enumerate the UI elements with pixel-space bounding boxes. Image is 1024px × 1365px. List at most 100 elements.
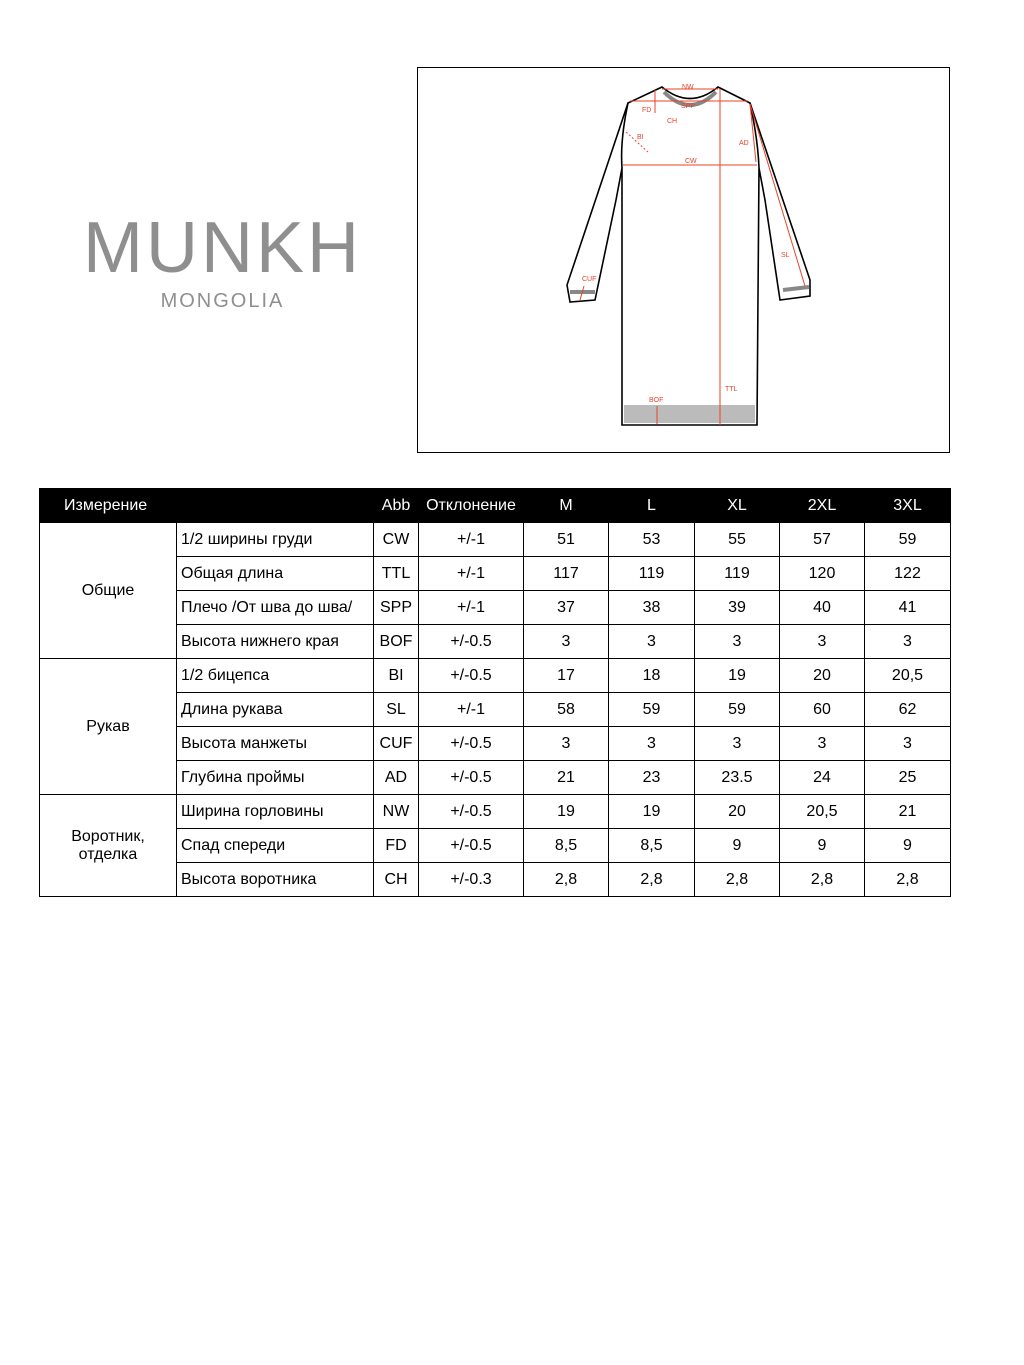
size-value: 3 — [608, 726, 695, 761]
abbreviation: BI — [373, 658, 419, 693]
size-value: 62 — [864, 692, 951, 727]
table-row: Глубина проймы AD +/-0.5 21 23 23.5 24 25 — [40, 760, 951, 795]
garment-diagram: NW SPP FD CH BI CW AD SL CUF BOF TTL — [417, 67, 950, 453]
size-value: 38 — [608, 590, 695, 625]
size-value: 3 — [864, 726, 951, 761]
size-value: 3 — [779, 624, 865, 659]
table-row: Длина рукава SL +/-1 58 59 59 60 62 — [40, 692, 951, 727]
group-name: Общие — [39, 522, 177, 659]
table-row: Воротник, отделка Ширина горловины NW +/-0.… — [39, 794, 951, 897]
label-ad: AD — [739, 140, 749, 147]
size-value: 20 — [779, 658, 865, 693]
size-value: 8,5 — [523, 828, 609, 863]
measure-name: Общая длина — [176, 556, 374, 591]
size-value: 24 — [779, 760, 865, 795]
size-value: 119 — [694, 556, 780, 591]
header-measure: Измерение — [39, 488, 374, 523]
size-value: 9 — [864, 828, 951, 863]
table-row: Общая длина TTL +/-1 117 119 119 120 122 — [40, 556, 951, 591]
size-value: 2,8 — [694, 862, 780, 897]
brand-logo: MUNKH MONGOLIA — [80, 208, 365, 313]
label-cuf: CUF — [582, 276, 596, 283]
size-value: 59 — [694, 692, 780, 727]
label-sl: SL — [781, 252, 790, 259]
size-value: 19 — [694, 658, 780, 693]
abbreviation: SPP — [373, 590, 419, 625]
label-spp: SPP — [681, 103, 695, 110]
size-value: 57 — [779, 522, 865, 557]
measure-name: Высота нижнего края — [176, 624, 374, 659]
table-row: Высота манжеты CUF +/-0.5 3 3 3 3 3 — [40, 726, 951, 761]
header-size: L — [608, 488, 695, 523]
tolerance: +/-1 — [418, 590, 524, 625]
size-value: 9 — [779, 828, 865, 863]
size-value: 59 — [864, 522, 951, 557]
size-value: 2,8 — [864, 862, 951, 897]
tolerance: +/-1 — [418, 556, 524, 591]
size-value: 3 — [608, 624, 695, 659]
size-value: 20,5 — [779, 794, 865, 829]
measure-name: 1/2 бицепса — [176, 658, 374, 693]
abbreviation: TTL — [373, 556, 419, 591]
size-value: 3 — [694, 726, 780, 761]
label-cw: CW — [685, 158, 697, 165]
size-value: 3 — [694, 624, 780, 659]
size-value: 2,8 — [523, 862, 609, 897]
size-value: 23.5 — [694, 760, 780, 795]
size-value: 21 — [864, 794, 951, 829]
header-size: XL — [694, 488, 780, 523]
size-value: 59 — [608, 692, 695, 727]
tolerance: +/-0.5 — [418, 828, 524, 863]
size-value: 9 — [694, 828, 780, 863]
size-value: 60 — [779, 692, 865, 727]
size-value: 41 — [864, 590, 951, 625]
tolerance: +/-1 — [418, 522, 524, 557]
size-value: 3 — [864, 624, 951, 659]
size-value: 119 — [608, 556, 695, 591]
abbreviation: FD — [373, 828, 419, 863]
table-row: Рукав 1/2 бицепса BI +/-0.5 17 18 19 20 20,5 — [39, 658, 951, 795]
measurement-lines — [579, 88, 806, 425]
measure-name: Плечо /От шва до шва/ — [176, 590, 374, 625]
size-value: 3 — [779, 726, 865, 761]
size-value: 17 — [523, 658, 609, 693]
label-ttl: TTL — [725, 386, 738, 393]
label-fd: FD — [642, 107, 651, 114]
size-value: 18 — [608, 658, 695, 693]
label-bof: BOF — [649, 397, 663, 404]
abbreviation: SL — [373, 692, 419, 727]
logo-brand: MUNKH — [83, 208, 362, 288]
label-ch: CH — [667, 118, 677, 125]
size-value: 53 — [608, 522, 695, 557]
measure-name: Ширина горловины — [176, 794, 374, 829]
tolerance: +/-0.5 — [418, 794, 524, 829]
size-value: 58 — [523, 692, 609, 727]
measure-name: Глубина проймы — [176, 760, 374, 795]
size-chart-table: Измерение Abb Отклонение M L XL 2XL 3XL … — [39, 488, 951, 897]
abbreviation: BOF — [373, 624, 419, 659]
tolerance: +/-0.5 — [418, 624, 524, 659]
table-header-row: Измерение Abb Отклонение M L XL 2XL 3XL — [39, 488, 951, 523]
measure-name: 1/2 ширины груди — [176, 522, 374, 557]
tolerance: +/-0.5 — [418, 760, 524, 795]
size-value: 120 — [779, 556, 865, 591]
label-nw: NW — [682, 84, 694, 91]
table-row: Спад спереди FD +/-0.5 8,5 8,5 9 9 9 — [40, 828, 951, 863]
abbreviation: AD — [373, 760, 419, 795]
measure-name: Высота воротника — [176, 862, 374, 897]
header-size: 2XL — [779, 488, 865, 523]
size-value: 55 — [694, 522, 780, 557]
size-value: 40 — [779, 590, 865, 625]
measure-name: Спад спереди — [176, 828, 374, 863]
table-row: Высота воротника CH +/-0.3 2,8 2,8 2,8 2,8 2,8 — [40, 862, 951, 897]
size-value: 39 — [694, 590, 780, 625]
size-value: 3 — [523, 726, 609, 761]
size-value: 37 — [523, 590, 609, 625]
size-value: 2,8 — [608, 862, 695, 897]
abbreviation: CW — [373, 522, 419, 557]
abbreviation: NW — [373, 794, 419, 829]
header-abb: Abb — [373, 488, 419, 523]
measure-name: Высота манжеты — [176, 726, 374, 761]
size-value: 25 — [864, 760, 951, 795]
table-row: Плечо /От шва до шва/SPP +/-1 37 38 39 40 41 — [40, 590, 951, 625]
